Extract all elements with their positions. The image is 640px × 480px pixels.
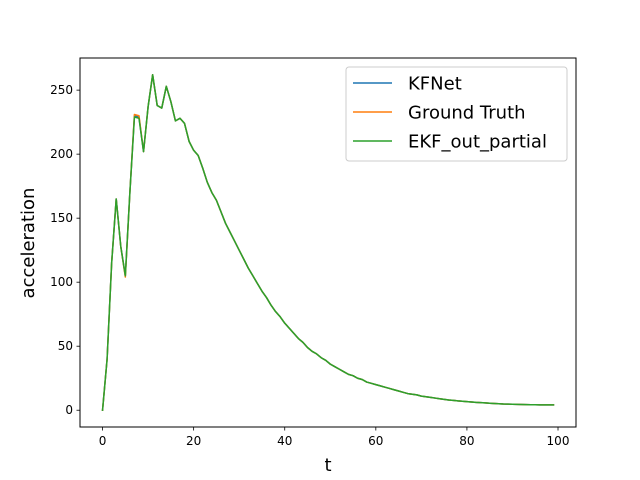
y-tick-label: 150: [50, 211, 73, 225]
y-axis-ticks: 0 50 100 150 200 250: [50, 83, 80, 417]
plot-frame: [79, 57, 577, 428]
y-tick-label: 250: [50, 83, 73, 97]
y-axis-label: acceleration: [18, 188, 39, 299]
legend-label-ekf-out-partial: EKF_out_partial: [408, 132, 547, 153]
legend-label-kfnet: KFNet: [408, 74, 462, 95]
x-tick-label: 40: [277, 434, 292, 448]
y-tick-label: 100: [50, 275, 73, 289]
x-tick-label: 100: [547, 434, 570, 448]
legend: KFNet Ground Truth EKF_out_partial: [345, 66, 568, 162]
x-tick-label: 20: [186, 434, 201, 448]
x-tick-label: 80: [459, 434, 474, 448]
series-line-ekf-out-partial: [101, 74, 555, 412]
x-axis-label: t: [324, 455, 331, 476]
y-tick-label: 0: [65, 403, 73, 417]
legend-box: [345, 66, 568, 162]
y-tick-label: 50: [58, 339, 73, 353]
x-axis-ticks: 0 20 40 60 80 100: [99, 427, 570, 448]
series-layer: [101, 74, 555, 412]
x-tick-label: 60: [368, 434, 383, 448]
legend-label-ground-truth: Ground Truth: [408, 103, 526, 124]
x-tick-label: 0: [99, 434, 107, 448]
y-tick-label: 200: [50, 147, 73, 161]
